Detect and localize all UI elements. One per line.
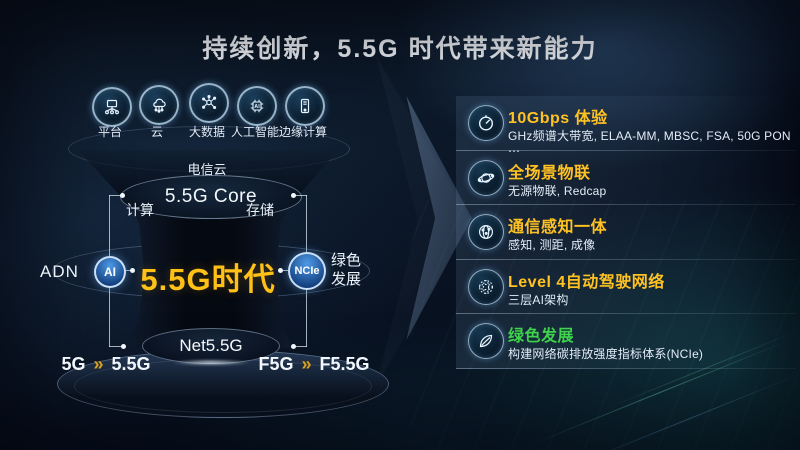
tier-label: 边缘计算: [278, 125, 327, 139]
capability-item-green: 绿色发展 构建网络碳排放强度指标体系(NCIe): [456, 314, 796, 369]
tier-label: 大数据: [188, 125, 225, 139]
mobile-to: 5.5G: [111, 354, 151, 374]
bracket-line: [294, 195, 307, 196]
capability-item-iot: 全场景物联 无源物联, Redcap: [456, 150, 796, 205]
bracket-line: [109, 195, 122, 196]
iot-globe-icon: [468, 159, 504, 196]
capability-title: 10Gbps 体验: [508, 110, 608, 127]
connector-line: [283, 270, 290, 271]
tier-label: 平台: [97, 125, 122, 139]
bracket-dot: [120, 193, 125, 198]
capability-item-10gbps: 10Gbps 体验 GHz频谱大带宽, ELAA-MM, MBSC, FSA, …: [456, 96, 796, 158]
green-development-line2: 发展: [331, 271, 362, 288]
evolution-arrow-icon: »: [301, 354, 312, 374]
capability-title: Level 4自动驾驶网络: [508, 273, 665, 291]
fixed-evolution-label: F5G » F5.5G: [254, 354, 374, 375]
evolution-arrow-icon: »: [93, 354, 104, 374]
core-ellipse: 5.5G Core: [120, 175, 302, 219]
platform-icon: [92, 87, 132, 127]
bracket-line: [109, 346, 123, 347]
era-label: 5.5G时代: [140, 262, 276, 297]
fixed-to: F5.5G: [319, 354, 370, 374]
adn-label: ADN: [40, 262, 79, 281]
compute-label: 计算: [126, 202, 154, 218]
fixed-from: F5G: [258, 354, 294, 374]
ai-icon: AI: [237, 86, 277, 126]
net55g-label: Net5.5G: [179, 336, 243, 355]
bracket-dot: [291, 344, 296, 349]
storage-label: 存储: [246, 202, 274, 218]
capability-subtitle: 构建网络碳排放强度指标体系(NCIe): [508, 347, 704, 361]
speedometer-icon: [468, 105, 504, 141]
green-development-label: 绿色 发展: [331, 251, 361, 289]
capability-title: 全场景物联: [508, 164, 591, 182]
svg-text:AI: AI: [254, 104, 260, 110]
slide-title: 持续创新，5.5G 时代带来新能力: [202, 35, 598, 63]
capability-panel: 10Gbps 体验 GHz频谱大带宽, ELAA-MM, MBSC, FSA, …: [456, 96, 796, 369]
core-label: 5.5G Core: [164, 186, 258, 207]
capability-item-autonomous-network: Level 4自动驾驶网络 三层AI架构: [456, 259, 796, 314]
tier-label: 人工智能: [230, 125, 279, 139]
bracket-dot: [291, 193, 296, 198]
connector-dot: [130, 268, 135, 273]
ai-badge: AI: [94, 256, 126, 288]
capability-title: 绿色发展: [508, 328, 575, 345]
net-ellipse: Net5.5G: [142, 328, 280, 364]
bracket-dot: [121, 344, 126, 349]
capability-subtitle: GHz频谱大带宽, ELAA-MM, MBSC, FSA, 50G PON ⋯: [508, 129, 791, 158]
connector-line: [124, 270, 131, 271]
bracket-line: [293, 346, 307, 347]
capability-subtitle: 三层AI架构: [508, 292, 569, 307]
ncie-badge: NCIe: [288, 252, 326, 290]
mobile-from: 5G: [61, 354, 86, 374]
capability-subtitle: 无源物联, Redcap: [508, 183, 607, 198]
mobile-evolution-label: 5G » 5.5G: [46, 354, 166, 375]
big-data-icon: [189, 83, 229, 123]
capability-item-sensing: 通信感知一体 感知, 测距, 成像: [456, 205, 796, 260]
tier-label: 云: [150, 125, 163, 139]
autonomous-network-icon: [468, 268, 504, 305]
telecom-cloud-label: 电信云: [187, 162, 227, 177]
capability-subtitle: 感知, 测距, 成像: [508, 238, 596, 252]
capability-title: 通信感知一体: [508, 219, 608, 236]
cloud-icon: [139, 85, 179, 125]
sensing-icon: [468, 214, 504, 250]
leaf-icon: [468, 323, 504, 359]
edge-computing-icon: [285, 86, 325, 126]
core-column: [128, 198, 292, 348]
connector-dot: [278, 268, 283, 273]
green-development-line1: 绿色: [331, 252, 362, 269]
